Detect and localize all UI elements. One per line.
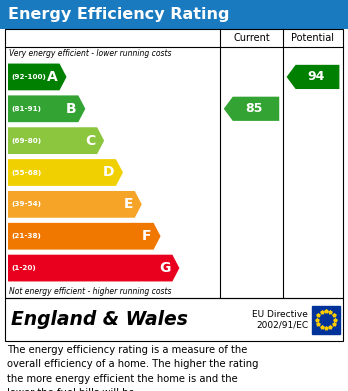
Polygon shape bbox=[8, 223, 160, 249]
Text: E: E bbox=[123, 197, 133, 212]
Bar bbox=[5, 29, 343, 298]
Text: The energy efficiency rating is a measure of the
overall efficiency of a home. T: The energy efficiency rating is a measur… bbox=[7, 345, 259, 391]
Text: England & Wales: England & Wales bbox=[11, 310, 188, 329]
Text: 85: 85 bbox=[246, 102, 263, 115]
Text: (1-20): (1-20) bbox=[11, 265, 36, 271]
Text: Energy Efficiency Rating: Energy Efficiency Rating bbox=[8, 7, 229, 22]
Text: Not energy efficient - higher running costs: Not energy efficient - higher running co… bbox=[9, 287, 172, 296]
Bar bbox=[5, 298, 343, 341]
Text: (92-100): (92-100) bbox=[11, 74, 46, 80]
Text: (21-38): (21-38) bbox=[11, 233, 41, 239]
Polygon shape bbox=[8, 95, 85, 122]
Polygon shape bbox=[8, 127, 104, 154]
Text: G: G bbox=[159, 261, 171, 275]
Polygon shape bbox=[8, 159, 123, 186]
Text: Potential: Potential bbox=[292, 33, 334, 43]
Polygon shape bbox=[8, 255, 179, 282]
Polygon shape bbox=[8, 191, 142, 218]
Text: D: D bbox=[102, 165, 114, 179]
Polygon shape bbox=[287, 65, 339, 89]
Text: (81-91): (81-91) bbox=[11, 106, 41, 112]
Text: EU Directive
2002/91/EC: EU Directive 2002/91/EC bbox=[252, 310, 308, 329]
Polygon shape bbox=[8, 64, 66, 90]
Polygon shape bbox=[224, 97, 279, 121]
Text: Very energy efficient - lower running costs: Very energy efficient - lower running co… bbox=[9, 50, 172, 59]
Bar bbox=[312, 305, 340, 334]
Bar bbox=[0, 0, 348, 29]
Text: 94: 94 bbox=[307, 70, 324, 83]
Text: Current: Current bbox=[233, 33, 270, 43]
Text: (69-80): (69-80) bbox=[11, 138, 41, 143]
Text: A: A bbox=[47, 70, 57, 84]
Text: (39-54): (39-54) bbox=[11, 201, 41, 207]
Text: F: F bbox=[142, 229, 152, 243]
Text: (55-68): (55-68) bbox=[11, 170, 41, 176]
Text: C: C bbox=[85, 134, 95, 148]
Text: B: B bbox=[66, 102, 76, 116]
